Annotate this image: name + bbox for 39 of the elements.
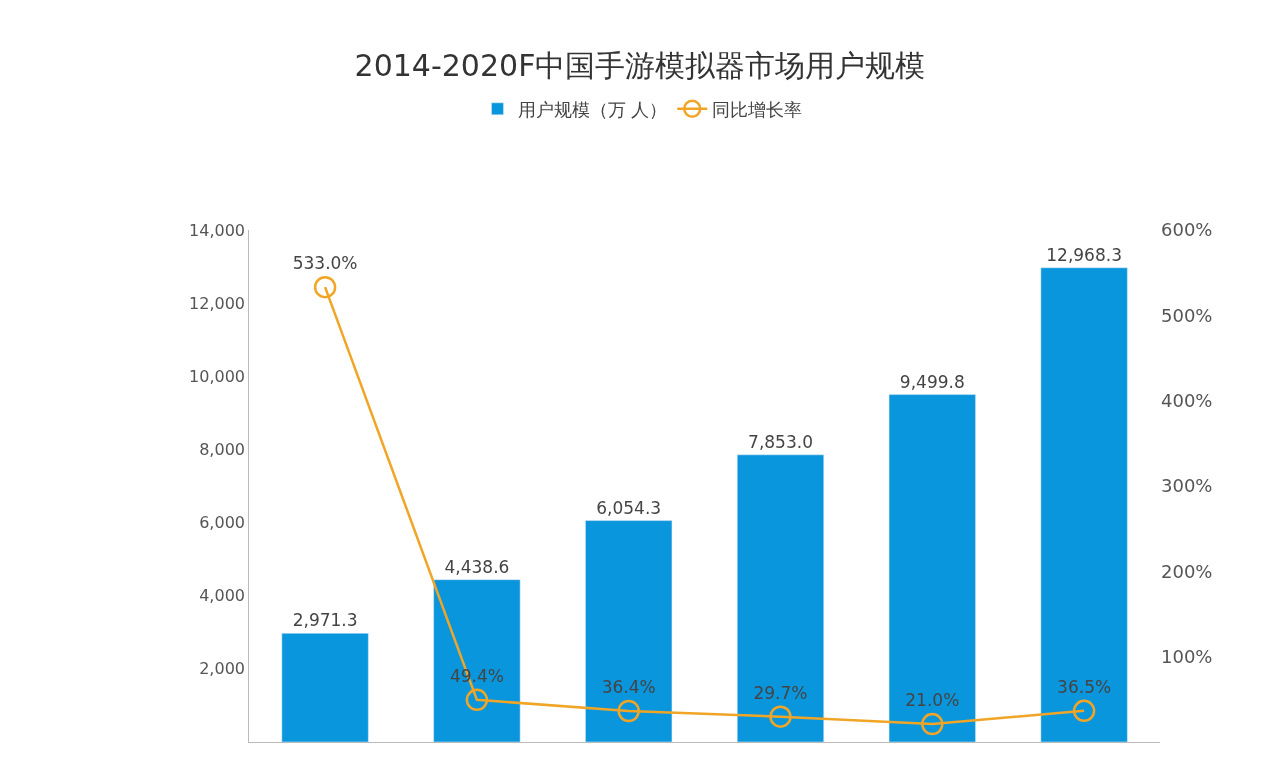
data-label: 36.5% xyxy=(1057,677,1112,698)
bar xyxy=(433,579,521,742)
chart-title: 2014-2020F中国手游模拟器市场用户规模 xyxy=(354,47,926,83)
data-label: 36.4% xyxy=(601,677,656,698)
point xyxy=(769,705,792,728)
point xyxy=(921,712,944,736)
point xyxy=(465,688,489,712)
y2-tick-label: 400% xyxy=(1161,389,1213,411)
y2-tick-label: 300% xyxy=(1161,475,1213,497)
y2-tick-label: 100% xyxy=(1161,645,1213,667)
bar xyxy=(888,394,976,742)
y-tick-label: 12,000 xyxy=(189,293,245,313)
y2-tick-label: 500% xyxy=(1161,304,1213,326)
data-label: 29.7% xyxy=(753,682,808,703)
data-label: 7,853.0 xyxy=(748,431,813,452)
data-label: 4,438.6 xyxy=(444,556,510,577)
point xyxy=(1072,699,1096,723)
legend-label: 用户规模（万 人） xyxy=(517,98,668,120)
y-tick-label: 8,000 xyxy=(199,440,245,460)
legend-label: 同比增长率 xyxy=(712,98,803,120)
data-label: 12,968.3 xyxy=(1046,244,1122,265)
y-tick-label: 10,000 xyxy=(189,366,245,386)
y-tick-label: 6,000 xyxy=(199,513,245,533)
data-label: 6,054.3 xyxy=(596,497,662,518)
bar xyxy=(1040,267,1128,742)
data-label: 21.0% xyxy=(905,690,960,711)
y2-tick-label: 600% xyxy=(1161,219,1213,241)
bar xyxy=(281,633,369,742)
y-tick-label: 14,000 xyxy=(189,220,245,240)
y-tick-label: 4,000 xyxy=(199,586,245,606)
bar xyxy=(585,520,673,742)
y2-tick-label: 200% xyxy=(1161,560,1213,582)
data-label: 2,971.3 xyxy=(292,610,358,631)
point xyxy=(617,699,640,723)
data-label: 9,499.8 xyxy=(899,371,965,392)
bar xyxy=(736,454,825,742)
y-tick-label: 2,000 xyxy=(199,659,245,679)
data-label: 533.0% xyxy=(292,253,358,274)
point xyxy=(313,275,337,299)
